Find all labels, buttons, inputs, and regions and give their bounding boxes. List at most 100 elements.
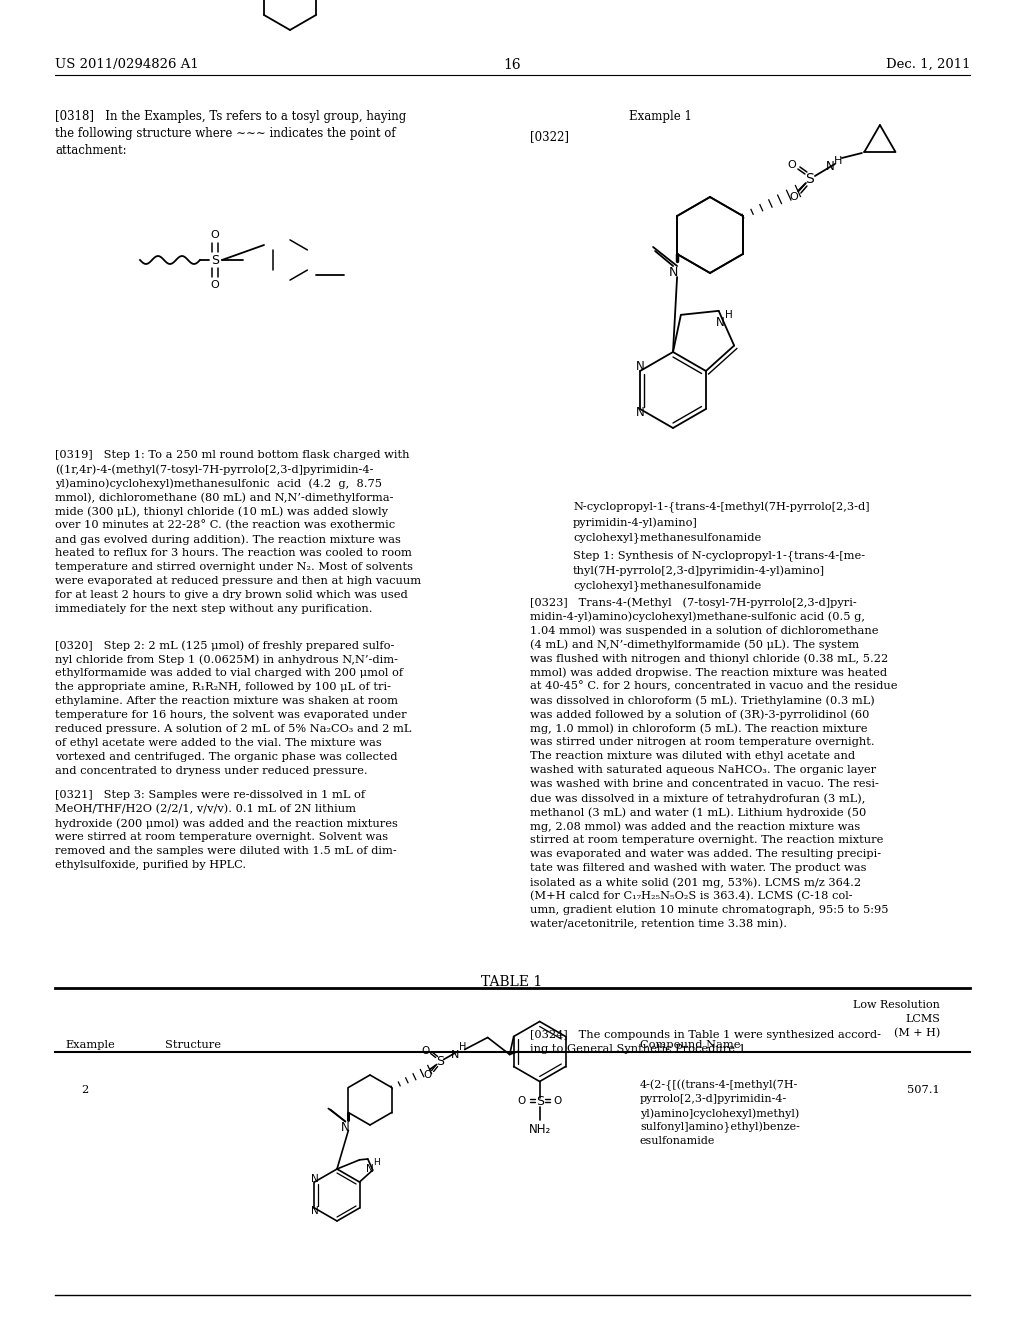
Text: stirred at room temperature overnight. The reaction mixture: stirred at room temperature overnight. T… [530, 836, 884, 845]
Text: N: N [636, 407, 644, 420]
Text: and concentrated to dryness under reduced pressure.: and concentrated to dryness under reduce… [55, 766, 368, 776]
Text: Low Resolution: Low Resolution [853, 1001, 940, 1010]
Text: was added followed by a solution of (3R)-3-pyrrolidinol (60: was added followed by a solution of (3R)… [530, 709, 869, 719]
Text: esulfonamide: esulfonamide [640, 1137, 716, 1146]
Text: due was dissolved in a mixture of tetrahydrofuran (3 mL),: due was dissolved in a mixture of tetrah… [530, 793, 865, 804]
Text: ing to General Synthetic Procedure 1: ing to General Synthetic Procedure 1 [530, 1044, 745, 1053]
Text: (4 mL) and N,N’-dimethylformamide (50 μL). The system: (4 mL) and N,N’-dimethylformamide (50 μL… [530, 639, 859, 649]
Text: was dissolved in chloroform (5 mL). Triethylamine (0.3 mL): was dissolved in chloroform (5 mL). Trie… [530, 696, 874, 706]
Text: were stirred at room temperature overnight. Solvent was: were stirred at room temperature overnig… [55, 832, 388, 842]
Text: washed with saturated aqueous NaHCO₃. The organic layer: washed with saturated aqueous NaHCO₃. Th… [530, 766, 877, 775]
Text: S: S [211, 253, 219, 267]
Text: [0321]   Step 3: Samples were re-dissolved in 1 mL of: [0321] Step 3: Samples were re-dissolved… [55, 789, 366, 800]
Text: 4-(2-{[((trans-4-[methyl(7H-: 4-(2-{[((trans-4-[methyl(7H- [640, 1080, 799, 1092]
Text: N: N [451, 1049, 459, 1060]
Text: pyrimidin-4-yl)amino]: pyrimidin-4-yl)amino] [573, 517, 698, 528]
Text: US 2011/0294826 A1: US 2011/0294826 A1 [55, 58, 199, 71]
Text: NH₂: NH₂ [528, 1123, 551, 1137]
Text: umn, gradient elution 10 minute chromatograph, 95:5 to 5:95: umn, gradient elution 10 minute chromato… [530, 906, 889, 915]
Text: tate was filtered and washed with water. The product was: tate was filtered and washed with water.… [530, 863, 866, 873]
Text: nyl chloride from Step 1 (0.0625M) in anhydrous N,N’-dim-: nyl chloride from Step 1 (0.0625M) in an… [55, 653, 398, 664]
Text: ((1r,4r)-4-(methyl(7-tosyl-7H-pyrrolo[2,3-d]pyrimidin-4-: ((1r,4r)-4-(methyl(7-tosyl-7H-pyrrolo[2,… [55, 465, 374, 475]
Text: ethylsulfoxide, purified by HPLC.: ethylsulfoxide, purified by HPLC. [55, 861, 246, 870]
Text: O: O [787, 160, 797, 170]
Text: [0318]   In the Examples, Ts refers to a tosyl group, haying: [0318] In the Examples, Ts refers to a t… [55, 110, 407, 123]
Text: Example 1: Example 1 [629, 110, 691, 123]
Text: Compound Name: Compound Name [640, 1040, 740, 1049]
Text: 16: 16 [503, 58, 521, 73]
Text: 2: 2 [81, 1085, 89, 1096]
Text: N: N [310, 1206, 318, 1216]
Text: midin-4-yl)amino)cyclohexyl)methane-sulfonic acid (0.5 g,: midin-4-yl)amino)cyclohexyl)methane-sulf… [530, 611, 865, 622]
Text: [0324]   The compounds in Table 1 were synthesized accord-: [0324] The compounds in Table 1 were syn… [530, 1030, 881, 1040]
Text: N: N [717, 317, 725, 330]
Text: ethylamine. After the reaction mixture was shaken at room: ethylamine. After the reaction mixture w… [55, 696, 398, 706]
Text: and gas evolved during addition). The reaction mixture was: and gas evolved during addition). The re… [55, 535, 400, 545]
Text: was evaporated and water was added. The resulting precipi-: was evaporated and water was added. The … [530, 849, 881, 859]
Text: N: N [636, 360, 644, 374]
Text: heated to reflux for 3 hours. The reaction was cooled to room: heated to reflux for 3 hours. The reacti… [55, 548, 412, 558]
Text: was flushed with nitrogen and thionyl chloride (0.38 mL, 5.22: was flushed with nitrogen and thionyl ch… [530, 653, 888, 664]
Text: The reaction mixture was diluted with ethyl acetate and: The reaction mixture was diluted with et… [530, 751, 855, 762]
Text: Dec. 1, 2011: Dec. 1, 2011 [886, 58, 970, 71]
Text: N: N [825, 161, 835, 173]
Text: was stirred under nitrogen at room temperature overnight.: was stirred under nitrogen at room tempe… [530, 737, 874, 747]
Text: [0323]   Trans-4-(Methyl   (7-tosyl-7H-pyrrolo[2,3-d]pyri-: [0323] Trans-4-(Methyl (7-tosyl-7H-pyrro… [530, 597, 857, 607]
Text: H: H [725, 310, 732, 319]
Text: O: O [422, 1047, 430, 1056]
Text: H: H [374, 1159, 380, 1167]
Text: was washed with brine and concentrated in vacuo. The resi-: was washed with brine and concentrated i… [530, 779, 879, 789]
Text: [0319]   Step 1: To a 250 ml round bottom flask charged with: [0319] Step 1: To a 250 ml round bottom … [55, 450, 410, 459]
Text: H: H [834, 156, 842, 166]
Text: 507.1: 507.1 [907, 1085, 940, 1096]
Text: at 40-45° C. for 2 hours, concentrated in vacuo and the residue: at 40-45° C. for 2 hours, concentrated i… [530, 681, 897, 692]
Text: N: N [669, 265, 678, 279]
Text: temperature for 16 hours, the solvent was evaporated under: temperature for 16 hours, the solvent wa… [55, 710, 407, 719]
Text: O: O [211, 230, 219, 240]
Text: immediately for the next step without any purification.: immediately for the next step without an… [55, 605, 373, 614]
Text: yl)amino)cyclohexyl)methanesulfonic  acid  (4.2  g,  8.75: yl)amino)cyclohexyl)methanesulfonic acid… [55, 478, 382, 488]
Text: mmol) was added dropwise. The reaction mixture was heated: mmol) was added dropwise. The reaction m… [530, 667, 887, 677]
Text: Step 1: Synthesis of N-cyclopropyl-1-{trans-4-[me-: Step 1: Synthesis of N-cyclopropyl-1-{tr… [573, 550, 865, 561]
Text: S: S [536, 1096, 544, 1107]
Text: cyclohexyl}methanesulfonamide: cyclohexyl}methanesulfonamide [573, 532, 761, 543]
Text: of ethyl acetate were added to the vial. The mixture was: of ethyl acetate were added to the vial.… [55, 738, 382, 748]
Text: (M + H): (M + H) [894, 1028, 940, 1039]
Text: N-cyclopropyl-1-{trans-4-[methyl(7H-pyrrolo[2,3-d]: N-cyclopropyl-1-{trans-4-[methyl(7H-pyrr… [573, 502, 869, 513]
Text: 1.04 mmol) was suspended in a solution of dichloromethane: 1.04 mmol) was suspended in a solution o… [530, 624, 879, 635]
Text: mmol), dichloromethane (80 mL) and N,N’-dimethylforma-: mmol), dichloromethane (80 mL) and N,N’-… [55, 492, 393, 503]
Text: [0322]: [0322] [530, 129, 569, 143]
Text: water/acetonitrile, retention time 3.38 min).: water/acetonitrile, retention time 3.38 … [530, 919, 787, 929]
Text: S: S [435, 1055, 443, 1068]
Text: H: H [459, 1043, 466, 1052]
Text: isolated as a white solid (201 mg, 53%). LCMS m/z 364.2: isolated as a white solid (201 mg, 53%).… [530, 876, 861, 887]
Text: vortexed and centrifuged. The organic phase was collected: vortexed and centrifuged. The organic ph… [55, 752, 397, 762]
Text: O: O [554, 1097, 562, 1106]
Text: TABLE 1: TABLE 1 [481, 975, 543, 989]
Text: the following structure where ∼∼∼ indicates the point of: the following structure where ∼∼∼ indica… [55, 127, 395, 140]
Text: thyl(7H-pyrrolo[2,3-d]pyrimidin-4-yl)amino]: thyl(7H-pyrrolo[2,3-d]pyrimidin-4-yl)ami… [573, 565, 825, 576]
Text: [0320]   Step 2: 2 mL (125 μmol) of freshly prepared sulfo-: [0320] Step 2: 2 mL (125 μmol) of freshl… [55, 640, 394, 651]
Text: temperature and stirred overnight under N₂. Most of solvents: temperature and stirred overnight under … [55, 562, 413, 572]
Text: hydroxide (200 μmol) was added and the reaction mixtures: hydroxide (200 μmol) was added and the r… [55, 818, 398, 829]
Text: mide (300 μL), thionyl chloride (10 mL) was added slowly: mide (300 μL), thionyl chloride (10 mL) … [55, 506, 388, 516]
Text: ethylformamide was added to vial charged with 200 μmol of: ethylformamide was added to vial charged… [55, 668, 403, 678]
Text: (M+H calcd for C₁₇H₂₅N₅O₂S is 363.4). LCMS (C-18 col-: (M+H calcd for C₁₇H₂₅N₅O₂S is 363.4). LC… [530, 891, 853, 902]
Text: N: N [366, 1164, 374, 1173]
Text: for at least 2 hours to give a dry brown solid which was used: for at least 2 hours to give a dry brown… [55, 590, 408, 601]
Text: yl)amino]cyclohexyl)methyl): yl)amino]cyclohexyl)methyl) [640, 1107, 800, 1118]
Text: the appropriate amine, R₁R₂NH, followed by 100 μL of tri-: the appropriate amine, R₁R₂NH, followed … [55, 682, 391, 692]
Text: LCMS: LCMS [905, 1014, 940, 1024]
Text: N: N [341, 1121, 350, 1134]
Text: sulfonyl]amino}ethyl)benze-: sulfonyl]amino}ethyl)benze- [640, 1122, 800, 1134]
Text: over 10 minutes at 22-28° C. (the reaction was exothermic: over 10 minutes at 22-28° C. (the reacti… [55, 520, 395, 531]
Text: pyrrolo[2,3-d]pyrimidin-4-: pyrrolo[2,3-d]pyrimidin-4- [640, 1094, 787, 1104]
Text: O: O [517, 1097, 525, 1106]
Text: attachment:: attachment: [55, 144, 127, 157]
Text: Example: Example [65, 1040, 115, 1049]
Text: Structure: Structure [165, 1040, 221, 1049]
Text: mg, 2.08 mmol) was added and the reaction mixture was: mg, 2.08 mmol) was added and the reactio… [530, 821, 860, 832]
Text: reduced pressure. A solution of 2 mL of 5% Na₂CO₃ and 2 mL: reduced pressure. A solution of 2 mL of … [55, 723, 412, 734]
Text: removed and the samples were diluted with 1.5 mL of dim-: removed and the samples were diluted wit… [55, 846, 396, 855]
Text: MeOH/THF/H2O (2/2/1, v/v/v). 0.1 mL of 2N lithium: MeOH/THF/H2O (2/2/1, v/v/v). 0.1 mL of 2… [55, 804, 356, 814]
